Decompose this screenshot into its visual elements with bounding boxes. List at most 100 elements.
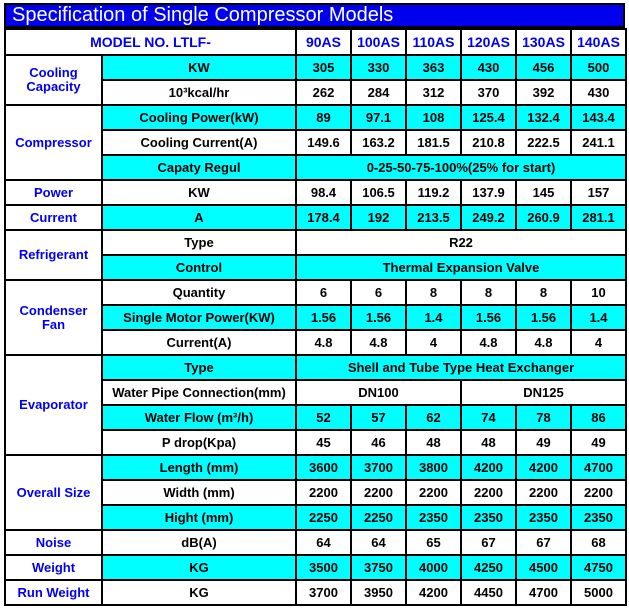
value-cell: 281.1 <box>570 204 627 231</box>
value-cell: 4 <box>570 329 627 356</box>
param-label: Water Flow (m³/h) <box>101 404 297 431</box>
param-label: Current(A) <box>101 329 297 356</box>
table-row: Run Weight KG 3700 3950 4200 4450 4700 5… <box>4 579 627 606</box>
table-row: Evaporator Type Shell and Tube Type Heat… <box>4 354 627 456</box>
param-label: KW <box>101 179 297 206</box>
param-label: Quantity <box>101 279 297 306</box>
value-cell: 3700 <box>295 579 352 606</box>
value-cell: 132.4 <box>515 104 572 131</box>
category-noise: Noise <box>4 529 103 556</box>
value-cell: 67 <box>460 529 517 556</box>
value-cell: 3500 <box>295 554 352 581</box>
table-row: Cooling Capacity KW 305 330 363 430 456 … <box>4 54 627 106</box>
table-row: Refrigerant Type R22 <box>4 229 627 281</box>
value-cell: 5000 <box>570 579 627 606</box>
value-cell: 4000 <box>405 554 462 581</box>
value-cell: 2200 <box>295 479 352 506</box>
value-cell: 4700 <box>570 454 627 481</box>
model-header-100as: 100AS <box>350 28 407 56</box>
value-cell: 4.8 <box>350 329 407 356</box>
value-cell: 1.56 <box>515 304 572 331</box>
param-label: Water Pipe Connection(mm) <box>101 379 297 406</box>
param-label: Type <box>101 354 297 381</box>
value-cell: 262 <box>295 79 352 106</box>
value-cell: 143.4 <box>570 104 627 131</box>
value-cell: 2350 <box>515 504 572 531</box>
category-power: Power <box>4 179 103 206</box>
table-row: 10³kcal/hr 262 284 312 370 392 430 <box>5 79 627 106</box>
param-label: Width (mm) <box>101 479 297 506</box>
value-cell: 1.56 <box>350 304 407 331</box>
value-cell-span: Shell and Tube Type Heat Exchanger <box>295 354 627 381</box>
value-cell: 67 <box>515 529 572 556</box>
category-weight: Weight <box>4 554 103 581</box>
param-label: 10³kcal/hr <box>101 79 297 106</box>
value-cell: 4200 <box>405 579 462 606</box>
value-cell: 260.9 <box>515 204 572 231</box>
spec-table: MODEL NO. LTLF- 90AS 100AS 110AS 120AS 1… <box>4 28 627 606</box>
value-cell: 48 <box>460 429 517 456</box>
param-label: KG <box>101 579 297 606</box>
table-row: Width (mm) 2200 2200 2200 2200 2200 2200 <box>5 479 627 506</box>
page-title: Specification of Single Compressor Model… <box>4 3 625 28</box>
param-label: Hight (mm) <box>101 504 297 531</box>
value-cell: 2350 <box>405 504 462 531</box>
param-label: Length (mm) <box>101 454 297 481</box>
value-cell: 2200 <box>515 479 572 506</box>
value-cell: 106.5 <box>350 179 407 206</box>
value-cell: 97.1 <box>350 104 407 131</box>
value-cell: 4750 <box>570 554 627 581</box>
value-cell: 2250 <box>295 504 352 531</box>
value-cell: 46 <box>350 429 407 456</box>
value-cell: 249.2 <box>460 204 517 231</box>
value-cell: 4 <box>405 329 462 356</box>
value-cell: 86 <box>570 404 627 431</box>
value-cell: 4450 <box>460 579 517 606</box>
category-current: Current <box>4 204 103 231</box>
value-cell: 49 <box>570 429 627 456</box>
value-cell: 78 <box>515 404 572 431</box>
table-row: Water Pipe Connection(mm) DN100 DN125 <box>5 379 627 406</box>
value-cell: 2200 <box>350 479 407 506</box>
value-cell: 3600 <box>295 454 352 481</box>
model-header-110as: 110AS <box>405 28 462 56</box>
value-cell: 1.4 <box>405 304 462 331</box>
category-overall-size: Overall Size <box>4 454 103 531</box>
value-cell: 4.8 <box>515 329 572 356</box>
value-cell: 4200 <box>460 454 517 481</box>
value-cell: 330 <box>350 54 407 81</box>
value-cell: 8 <box>515 279 572 306</box>
value-cell: 52 <box>295 404 352 431</box>
value-cell: 178.4 <box>295 204 352 231</box>
value-cell: 98.4 <box>295 179 352 206</box>
table-row: Cooling Current(A) 149.6 163.2 181.5 210… <box>5 129 627 156</box>
table-row: Capaty Regul 0-25-50-75-100%(25% for sta… <box>5 154 627 181</box>
category-cooling-capacity: Cooling Capacity <box>4 54 103 106</box>
table-row: Weight KG 3500 3750 4000 4250 4500 4750 <box>4 554 627 581</box>
value-cell: 125.4 <box>460 104 517 131</box>
param-label: Control <box>101 254 297 281</box>
param-label: Cooling Power(kW) <box>101 104 297 131</box>
value-cell: 65 <box>405 529 462 556</box>
table-row: Current A 178.4 192 213.5 249.2 260.9 28… <box>4 204 627 231</box>
value-cell: 363 <box>405 54 462 81</box>
value-cell: 74 <box>460 404 517 431</box>
value-cell: 57 <box>350 404 407 431</box>
param-label: KW <box>101 54 297 81</box>
value-cell: 3750 <box>350 554 407 581</box>
model-number-header: MODEL NO. LTLF- <box>4 28 297 56</box>
value-cell: 2350 <box>460 504 517 531</box>
param-label: KG <box>101 554 297 581</box>
value-cell: 4250 <box>460 554 517 581</box>
category-refrigerant: Refrigerant <box>4 229 103 281</box>
value-cell: 2250 <box>350 504 407 531</box>
value-cell: 68 <box>570 529 627 556</box>
value-cell: 157 <box>570 179 627 206</box>
value-cell: 430 <box>570 79 627 106</box>
param-label: A <box>101 204 297 231</box>
value-cell: 456 <box>515 54 572 81</box>
value-cell: 192 <box>350 204 407 231</box>
value-cell-span: R22 <box>295 229 627 256</box>
value-cell: 108 <box>405 104 462 131</box>
